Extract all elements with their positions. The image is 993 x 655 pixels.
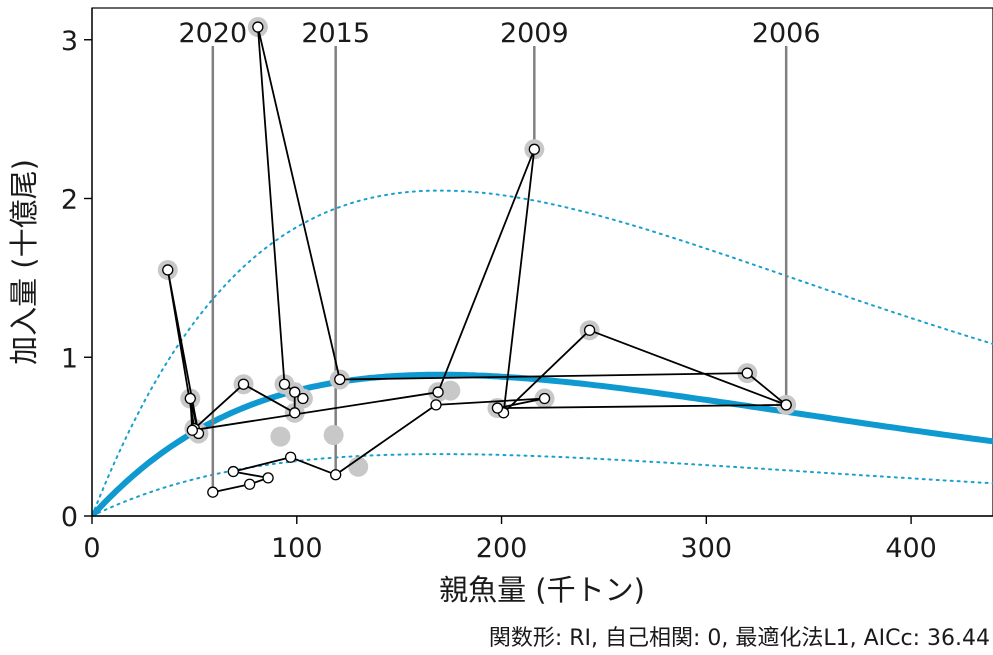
x-axis-title: 親魚量 (千トン) xyxy=(439,573,645,607)
trajectory-point xyxy=(780,399,792,411)
trajectory-point xyxy=(334,373,346,386)
interval-lower-line xyxy=(92,453,993,516)
trajectory-point xyxy=(227,465,239,478)
y-tick-label: 3 xyxy=(61,26,78,57)
y-ticks: 0 1 2 3 xyxy=(61,26,92,533)
trajectory-point xyxy=(162,264,174,276)
trajectory-point xyxy=(430,399,442,411)
background-point xyxy=(270,426,291,447)
trajectory-point xyxy=(207,486,219,498)
year-label: 2006 xyxy=(752,18,821,49)
trajectory-point xyxy=(330,469,342,481)
trajectory-point xyxy=(583,324,596,336)
y-tick-label: 0 xyxy=(61,502,78,533)
trajectory-point xyxy=(278,378,291,390)
x-tick-label: 400 xyxy=(885,533,937,564)
x-tick-label: 100 xyxy=(271,533,323,564)
year-labels: 2020 2015 2009 2006 xyxy=(178,18,820,49)
trajectory-point xyxy=(186,424,198,436)
model-caption: 関数形: RI, 自己相関: 0, 最適化法L1, AICc: 36.44 xyxy=(489,626,990,651)
plot-frame xyxy=(91,7,993,517)
trajectory-point xyxy=(284,451,297,463)
x-tick-label: 200 xyxy=(476,533,528,564)
year-marker-lines xyxy=(211,46,788,493)
y-axis-title: 加入量 (十億尾) xyxy=(7,159,41,365)
axes xyxy=(91,8,993,517)
x-ticks: 0 100 200 300 400 xyxy=(83,516,937,564)
trajectory-point xyxy=(289,386,301,398)
trajectory-point xyxy=(289,407,301,419)
fitted-curve xyxy=(92,371,993,516)
year-label: 2015 xyxy=(301,18,370,49)
trajectory-point xyxy=(491,402,504,414)
x-tick-label: 300 xyxy=(681,533,733,564)
x-tick-label: 0 xyxy=(83,533,100,564)
trajectory-line xyxy=(166,26,788,494)
trajectory-point xyxy=(297,392,309,405)
y-tick-label: 2 xyxy=(61,185,78,216)
trajectory-point xyxy=(741,367,753,379)
trajectory-point xyxy=(252,21,264,33)
fitted-curve-layer xyxy=(92,371,993,516)
trajectory-point xyxy=(237,378,250,390)
background-point xyxy=(323,425,344,446)
year-label: 2020 xyxy=(178,18,247,49)
trajectory-point xyxy=(184,392,196,405)
trajectory-points xyxy=(162,21,792,498)
trajectory-point xyxy=(528,143,540,155)
y-tick-label: 1 xyxy=(61,343,78,374)
trajectory-point xyxy=(244,478,256,490)
background-point xyxy=(440,380,461,401)
trajectory-point xyxy=(432,386,444,398)
trajectory-point xyxy=(538,392,551,405)
interval-upper-line xyxy=(92,189,993,516)
prediction-interval-lines xyxy=(92,189,993,516)
trajectory-point xyxy=(262,472,274,484)
trajectory-path xyxy=(166,26,788,494)
year-label: 2009 xyxy=(500,18,569,49)
